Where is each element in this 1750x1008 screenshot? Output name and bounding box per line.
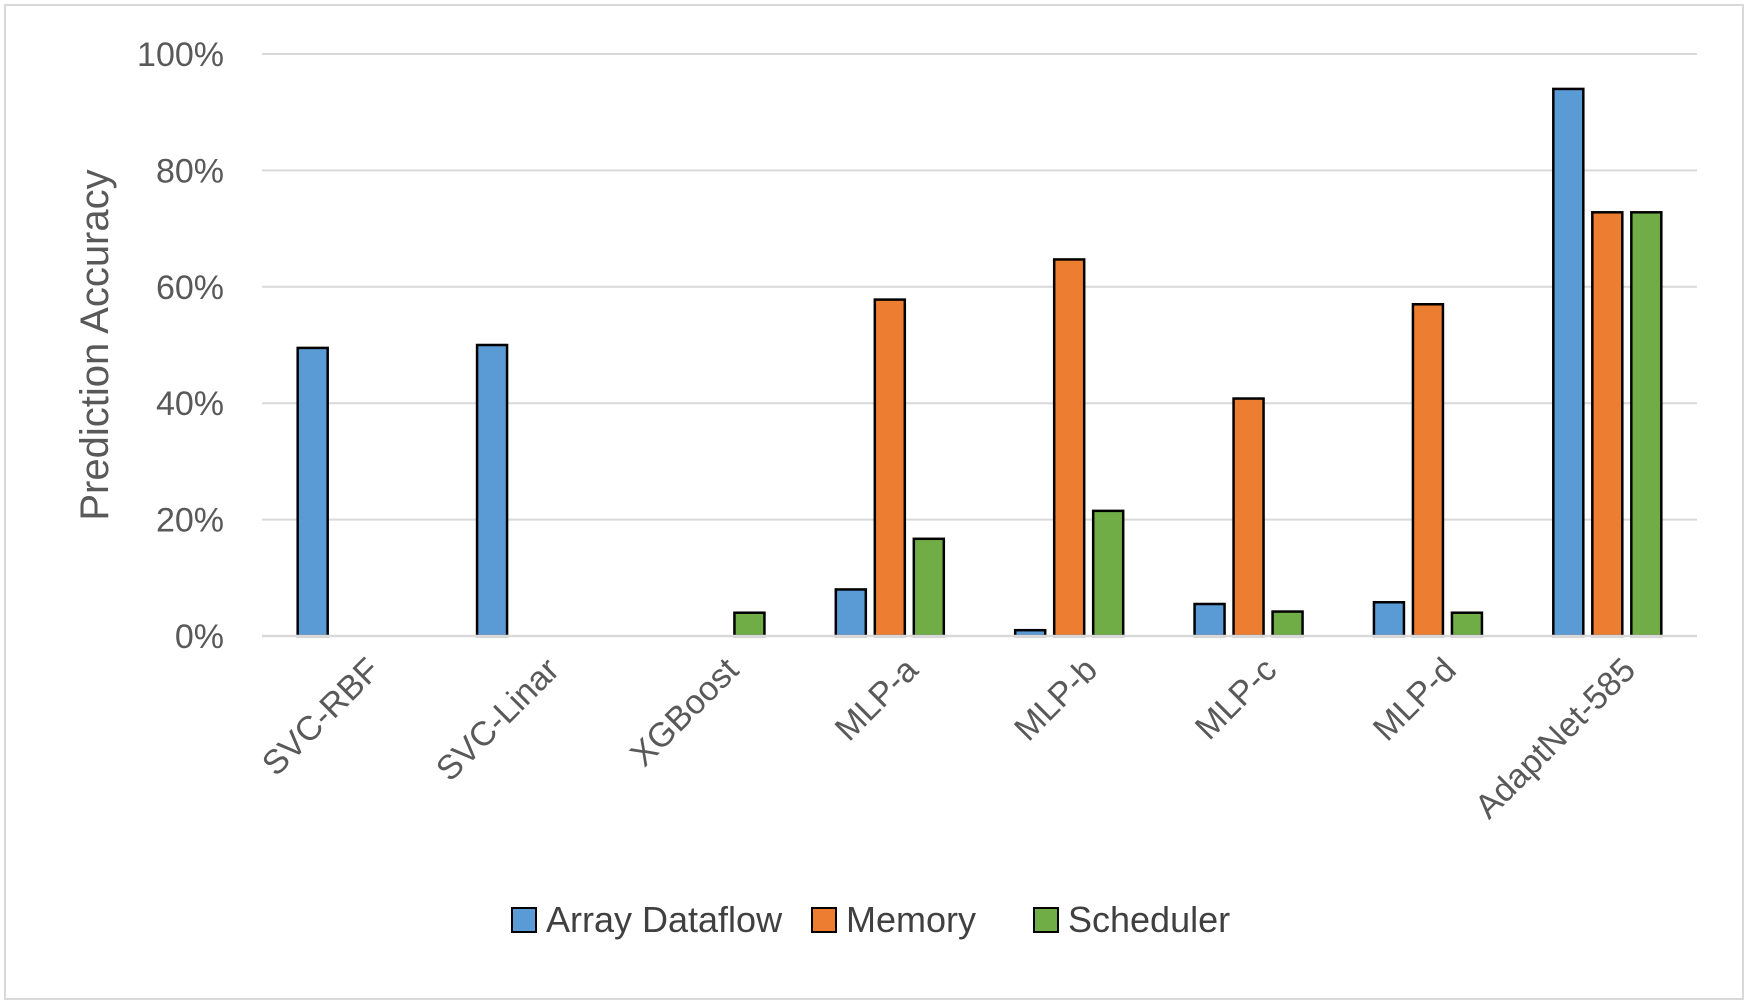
bars [296, 87, 1663, 638]
legend-label-scheduler: Scheduler [1068, 899, 1230, 940]
x-tick-label: AdaptNet-585 [1468, 651, 1643, 826]
bar-array-dataflow-svc-rbf [296, 346, 329, 638]
bar-scheduler-xgboost [733, 611, 766, 638]
bar-scheduler-adaptnet-585 [1630, 211, 1663, 638]
x-tick-label: MLP-a [828, 651, 926, 749]
x-tick-label: SVC-RBF [255, 651, 387, 783]
legend: Array Dataflow Memory Scheduler [511, 899, 1230, 940]
legend-swatch-array-dataflow [511, 907, 537, 933]
y-tick-label: 0% [175, 618, 224, 656]
bar-memory-mlp-b [1052, 258, 1086, 638]
legend-swatch-memory [811, 907, 837, 933]
y-axis-title: Prediction Accuracy [73, 169, 117, 520]
y-tick-label: 20% [156, 502, 224, 540]
bar-scheduler-mlp-d [1450, 611, 1484, 638]
bar-scheduler-mlp-b [1091, 509, 1125, 638]
y-tick-label: 40% [156, 385, 224, 423]
x-tick-label: SVC-Linar [429, 651, 567, 789]
bar-memory-mlp-a [873, 298, 907, 638]
y-axis-ticks: 0% 20% 40% 60% 80% 100% [137, 36, 224, 656]
bar-array-dataflow-mlp-a [834, 588, 868, 638]
bar-memory-mlp-d [1411, 303, 1445, 638]
bar-array-dataflow-svc-linar [475, 343, 509, 638]
bar-array-dataflow-mlp-c [1193, 602, 1226, 638]
y-tick-label: 100% [137, 36, 224, 74]
x-tick-label: XGBoost [623, 650, 746, 773]
x-tick-label: MLP-b [1007, 651, 1105, 749]
legend-label-memory: Memory [846, 899, 976, 940]
legend-swatch-scheduler [1033, 907, 1059, 933]
bar-scheduler-mlp-a [912, 537, 946, 638]
bar-array-dataflow-mlp-d [1372, 600, 1406, 638]
x-tick-label: MLP-d [1366, 651, 1464, 749]
bar-array-dataflow-adaptnet-585 [1552, 87, 1585, 638]
x-axis-ticks: SVC-RBF SVC-Linar XGBoost MLP-a MLP-b MLP-c ML… [255, 650, 1643, 826]
y-tick-label: 60% [156, 269, 224, 307]
bar-scheduler-mlp-c [1271, 610, 1304, 638]
bar-memory-mlp-c [1232, 397, 1265, 638]
bar-memory-adaptnet-585 [1591, 211, 1624, 638]
x-tick-label: MLP-c [1188, 651, 1284, 747]
y-tick-label: 80% [156, 152, 224, 190]
legend-label-array-dataflow: Array Dataflow [546, 899, 783, 940]
